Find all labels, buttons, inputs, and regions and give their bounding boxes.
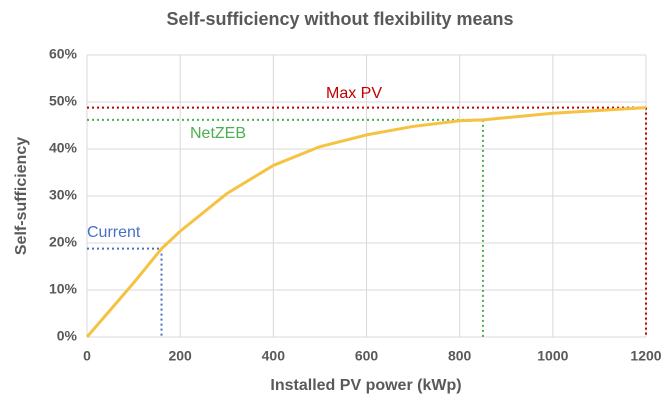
annotation-label: Current xyxy=(87,224,141,241)
x-tick-label: 400 xyxy=(262,348,286,364)
y-tick-label: 0% xyxy=(57,328,78,344)
line-series xyxy=(85,106,647,338)
y-axis-label: Self-sufficiency xyxy=(13,137,30,255)
annotation-label: NetZEB xyxy=(190,125,246,142)
x-tick-label: 800 xyxy=(448,348,472,364)
y-tick-label: 60% xyxy=(49,46,78,62)
x-tick-label: 200 xyxy=(168,348,192,364)
y-tick-label: 10% xyxy=(49,281,78,297)
chart-title: Self-sufficiency without flexibility mea… xyxy=(166,9,513,29)
y-tick-label: 50% xyxy=(49,93,78,109)
y-tick-label: 20% xyxy=(49,234,78,250)
x-tick-label: 0 xyxy=(83,348,91,364)
x-tick-label: 600 xyxy=(355,348,379,364)
x-tick-label: 1000 xyxy=(537,348,568,364)
x-tick-label: 1200 xyxy=(630,348,661,364)
x-axis-label: Installed PV power (kWp) xyxy=(270,377,461,394)
y-tick-label: 30% xyxy=(49,187,78,203)
y-tick-label: 40% xyxy=(49,140,78,156)
annotation-label: Max PV xyxy=(326,85,382,102)
